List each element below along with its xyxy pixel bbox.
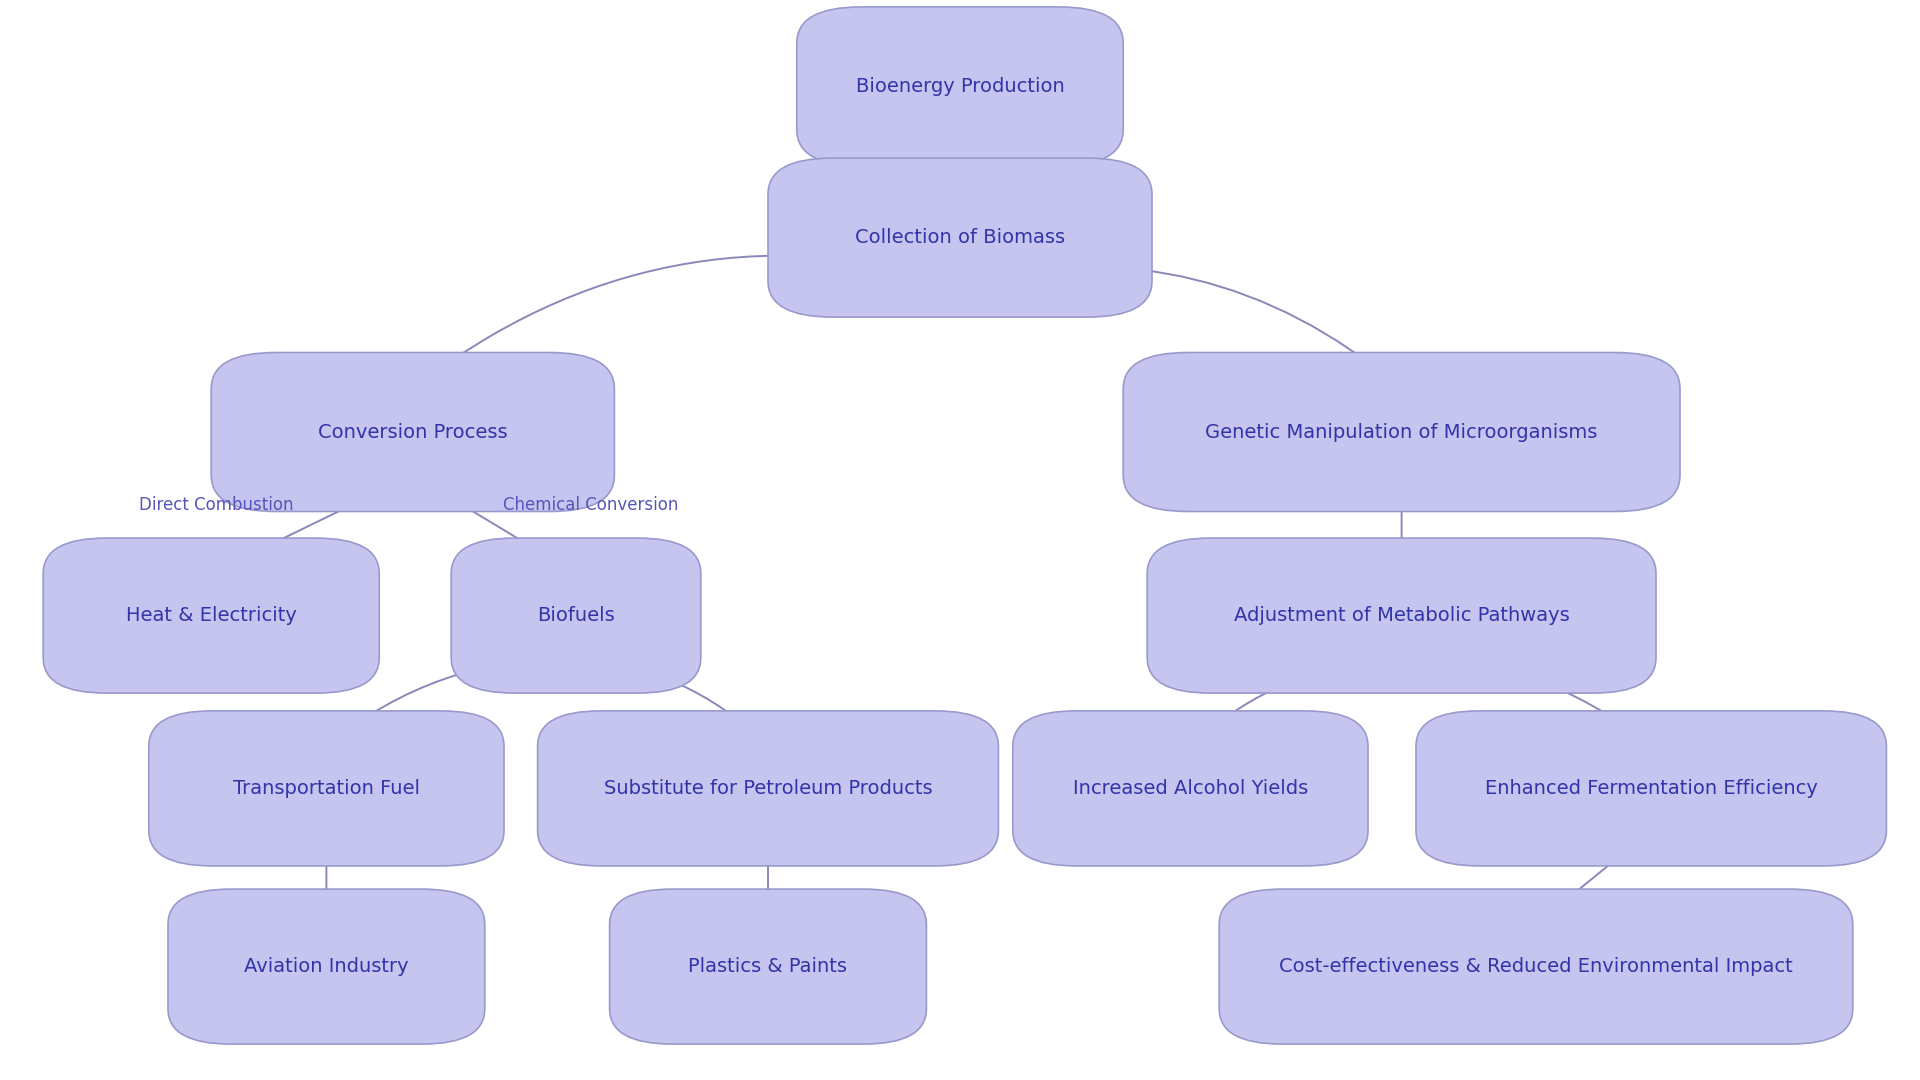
Text: Chemical Conversion: Chemical Conversion: [503, 496, 678, 514]
FancyBboxPatch shape: [211, 352, 614, 512]
Text: Aviation Industry: Aviation Industry: [244, 957, 409, 976]
Text: Conversion Process: Conversion Process: [319, 422, 507, 442]
Text: Increased Alcohol Yields: Increased Alcohol Yields: [1073, 779, 1308, 798]
FancyBboxPatch shape: [1146, 538, 1655, 693]
Text: Genetic Manipulation of Microorganisms: Genetic Manipulation of Microorganisms: [1206, 422, 1597, 442]
Text: Substitute for Petroleum Products: Substitute for Petroleum Products: [603, 779, 933, 798]
FancyBboxPatch shape: [451, 538, 701, 693]
FancyBboxPatch shape: [538, 711, 998, 866]
Text: Biofuels: Biofuels: [538, 606, 614, 625]
Text: Collection of Biomass: Collection of Biomass: [854, 228, 1066, 247]
Text: Transportation Fuel: Transportation Fuel: [232, 779, 420, 798]
FancyBboxPatch shape: [44, 538, 380, 693]
FancyBboxPatch shape: [768, 158, 1152, 318]
Text: Plastics & Paints: Plastics & Paints: [689, 957, 847, 976]
FancyBboxPatch shape: [797, 6, 1123, 166]
Text: Cost-effectiveness & Reduced Environmental Impact: Cost-effectiveness & Reduced Environment…: [1279, 957, 1793, 976]
Text: Adjustment of Metabolic Pathways: Adjustment of Metabolic Pathways: [1235, 606, 1569, 625]
Text: Enhanced Fermentation Efficiency: Enhanced Fermentation Efficiency: [1484, 779, 1818, 798]
FancyBboxPatch shape: [169, 889, 484, 1044]
Text: Bioenergy Production: Bioenergy Production: [856, 77, 1064, 96]
FancyBboxPatch shape: [611, 889, 927, 1044]
Text: Direct Combustion: Direct Combustion: [138, 496, 294, 514]
FancyBboxPatch shape: [1219, 889, 1853, 1044]
FancyBboxPatch shape: [150, 711, 503, 866]
FancyBboxPatch shape: [1417, 711, 1885, 866]
FancyBboxPatch shape: [1123, 352, 1680, 512]
FancyBboxPatch shape: [1014, 711, 1367, 866]
Text: Heat & Electricity: Heat & Electricity: [127, 606, 296, 625]
